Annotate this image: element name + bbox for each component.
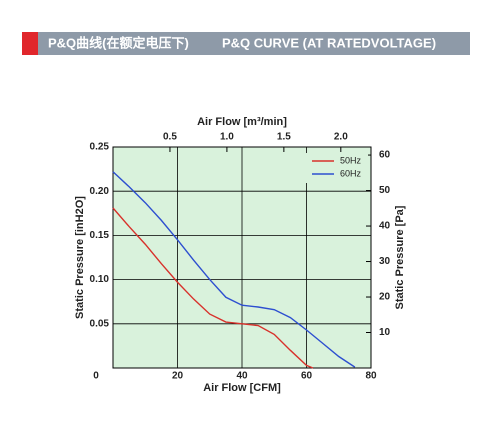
plot-border — [112, 146, 372, 369]
y2-tick-label: 50 — [379, 185, 391, 196]
y2-tick-label: 60 — [379, 150, 391, 161]
y2-tick-label: 40 — [379, 221, 391, 232]
x2-tick-label: 1.0 — [220, 132, 234, 143]
legend-box — [306, 153, 368, 183]
x-tick-label: 80 — [365, 371, 377, 382]
header-title-cn: P&Q曲线(在额定电压下) — [48, 35, 189, 50]
legend-label: 60Hz — [340, 168, 362, 178]
y2-tick-label: 10 — [379, 327, 391, 338]
x-tick-label: 40 — [236, 371, 248, 382]
y-tick-label: 0.05 — [90, 318, 110, 329]
y2-tick-label: 30 — [379, 256, 391, 267]
legend-label: 50Hz — [340, 155, 362, 165]
series-line — [112, 207, 314, 369]
x2-tick-label: 1.5 — [277, 132, 291, 143]
header-bar — [22, 32, 470, 55]
y-tick-label: 0.20 — [90, 186, 110, 197]
x-axis-label: Air Flow [CFM] — [203, 382, 281, 394]
header-marker — [22, 32, 38, 55]
x-tick-label: 0 — [93, 371, 99, 382]
y-tick-label: 0.15 — [90, 230, 110, 241]
y-tick-label: 0.25 — [90, 142, 110, 153]
y-axis-label: Static Pressure [inH2O] — [74, 196, 86, 319]
x2-tick-label: 2.0 — [334, 132, 348, 143]
series-line — [112, 171, 356, 368]
y-tick-label: 0.10 — [90, 274, 110, 285]
x2-axis-label: Air Flow [m³/min] — [197, 116, 287, 128]
header-title-en: P&Q CURVE (AT RATEDVOLTAGE) — [222, 35, 436, 50]
y2-axis-label: Static Pressure [Pa] — [394, 205, 406, 309]
x-tick-label: 60 — [301, 371, 313, 382]
y2-tick-label: 20 — [379, 292, 391, 303]
x2-tick-label: 0.5 — [163, 132, 177, 143]
x-tick-label: 20 — [172, 371, 184, 382]
